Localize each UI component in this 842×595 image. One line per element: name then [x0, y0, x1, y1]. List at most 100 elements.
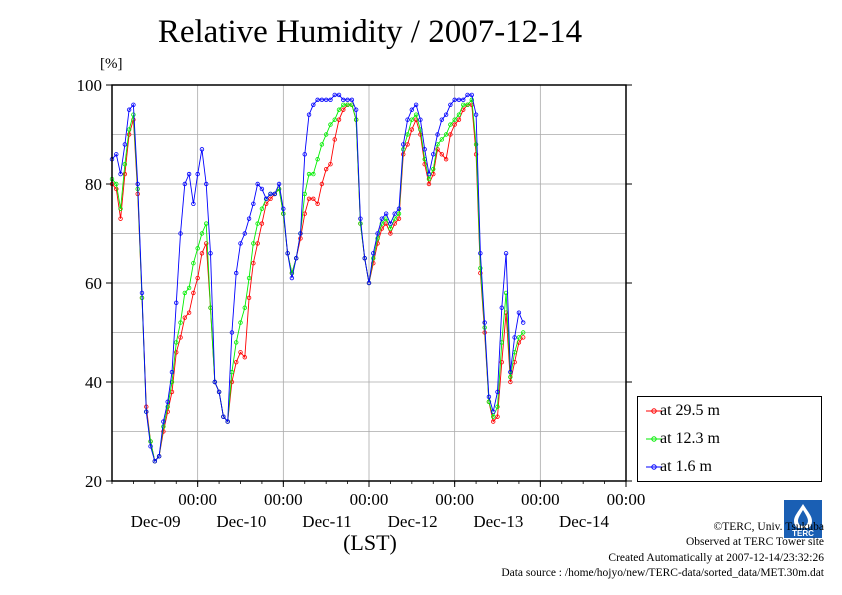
data-point [521, 330, 526, 335]
data-point [221, 414, 226, 419]
data-point [118, 216, 123, 221]
x-tick-time: 00:00 [521, 490, 560, 509]
data-point [426, 171, 432, 177]
data-point [144, 409, 149, 414]
data-point [332, 117, 337, 122]
data-point [251, 201, 256, 206]
data-point [392, 211, 397, 216]
data-point [191, 261, 196, 266]
data-point [491, 409, 496, 414]
data-point [341, 102, 346, 107]
data-point [336, 117, 342, 122]
data-point [508, 374, 513, 380]
data-point [242, 355, 247, 360]
data-point [204, 241, 209, 246]
data-point [396, 216, 402, 221]
data-point [199, 147, 205, 152]
data-point [486, 394, 492, 400]
data-point [114, 152, 119, 157]
data-point [311, 171, 316, 177]
data-point [401, 142, 406, 147]
data-point [448, 132, 453, 137]
y-tick-label: 60 [85, 274, 102, 293]
data-point [469, 97, 474, 103]
data-point [443, 157, 449, 162]
series-layer [109, 92, 526, 464]
credit-copyright: ©TERC, Univ. Tsukuba [713, 521, 824, 533]
data-point [516, 310, 522, 315]
data-point [131, 102, 136, 107]
data-point [165, 404, 170, 409]
data-point [499, 305, 504, 310]
x-tick-date: Dec-11 [302, 512, 351, 531]
data-point [259, 221, 265, 226]
y-tick-label: 80 [85, 175, 102, 194]
data-point [443, 112, 449, 117]
data-point [246, 216, 252, 221]
series-3 [109, 92, 526, 464]
x-tick-date: Dec-09 [131, 512, 181, 531]
data-point [409, 127, 415, 132]
data-point [332, 137, 337, 142]
credits: ©TERC, Univ. Tsukuba Observed at TERC To… [501, 520, 824, 581]
data-point [371, 251, 376, 256]
data-point [195, 246, 200, 251]
data-point [251, 241, 256, 246]
data-point [156, 454, 162, 459]
data-point [178, 320, 183, 325]
data-point [174, 350, 179, 355]
data-point [422, 147, 427, 152]
data-point [114, 186, 119, 192]
data-point [238, 320, 243, 325]
data-point [272, 191, 277, 197]
data-point [234, 340, 239, 345]
data-point [478, 265, 483, 271]
data-point [169, 369, 175, 375]
data-point [452, 117, 457, 122]
data-point [246, 275, 252, 281]
data-point [204, 221, 209, 226]
data-point [212, 379, 217, 385]
data-point [491, 419, 496, 424]
terc-logo-icon: TERC [784, 500, 822, 538]
data-point [345, 97, 350, 103]
data-point [182, 315, 188, 320]
svg-text:TERC: TERC [792, 529, 814, 538]
data-point [388, 231, 393, 236]
data-point [118, 171, 123, 177]
x-tick-date: Dec-14 [559, 512, 610, 531]
y-tick-label: 40 [85, 373, 102, 392]
x-tick-date: Dec-10 [216, 512, 266, 531]
data-point [276, 181, 282, 187]
series-line [111, 104, 524, 463]
credit-created: Created Automatically at 2007-12-14/23:3… [608, 551, 824, 564]
legend-symbol [646, 464, 662, 470]
data-point [174, 340, 179, 345]
data-point [336, 107, 342, 112]
data-point [182, 181, 188, 187]
data-point [315, 157, 320, 162]
data-point [238, 241, 243, 246]
data-point [268, 196, 273, 202]
legend: at 29.5 m at 12.3 m at 1.6 m [637, 396, 822, 482]
data-point [452, 122, 457, 127]
data-point [122, 171, 128, 177]
data-point [323, 132, 329, 137]
credit-source: Data source : /home/hojyo/new/TERC-data/… [501, 566, 824, 579]
data-point [126, 107, 132, 112]
data-point [319, 97, 325, 103]
chart-title: Relative Humidity / 2007-12-14 [157, 14, 583, 50]
data-point [336, 92, 342, 98]
data-point [461, 102, 466, 107]
data-point [268, 191, 273, 197]
data-point [306, 112, 312, 117]
data-point [323, 166, 329, 172]
y-tick-label: 100 [77, 76, 103, 95]
data-point [298, 231, 303, 236]
data-point [191, 290, 196, 296]
data-point [199, 231, 205, 236]
data-point [516, 335, 522, 340]
series-line [111, 98, 524, 463]
legend-label: at 12.3 m [660, 430, 720, 447]
series-2 [109, 97, 526, 464]
